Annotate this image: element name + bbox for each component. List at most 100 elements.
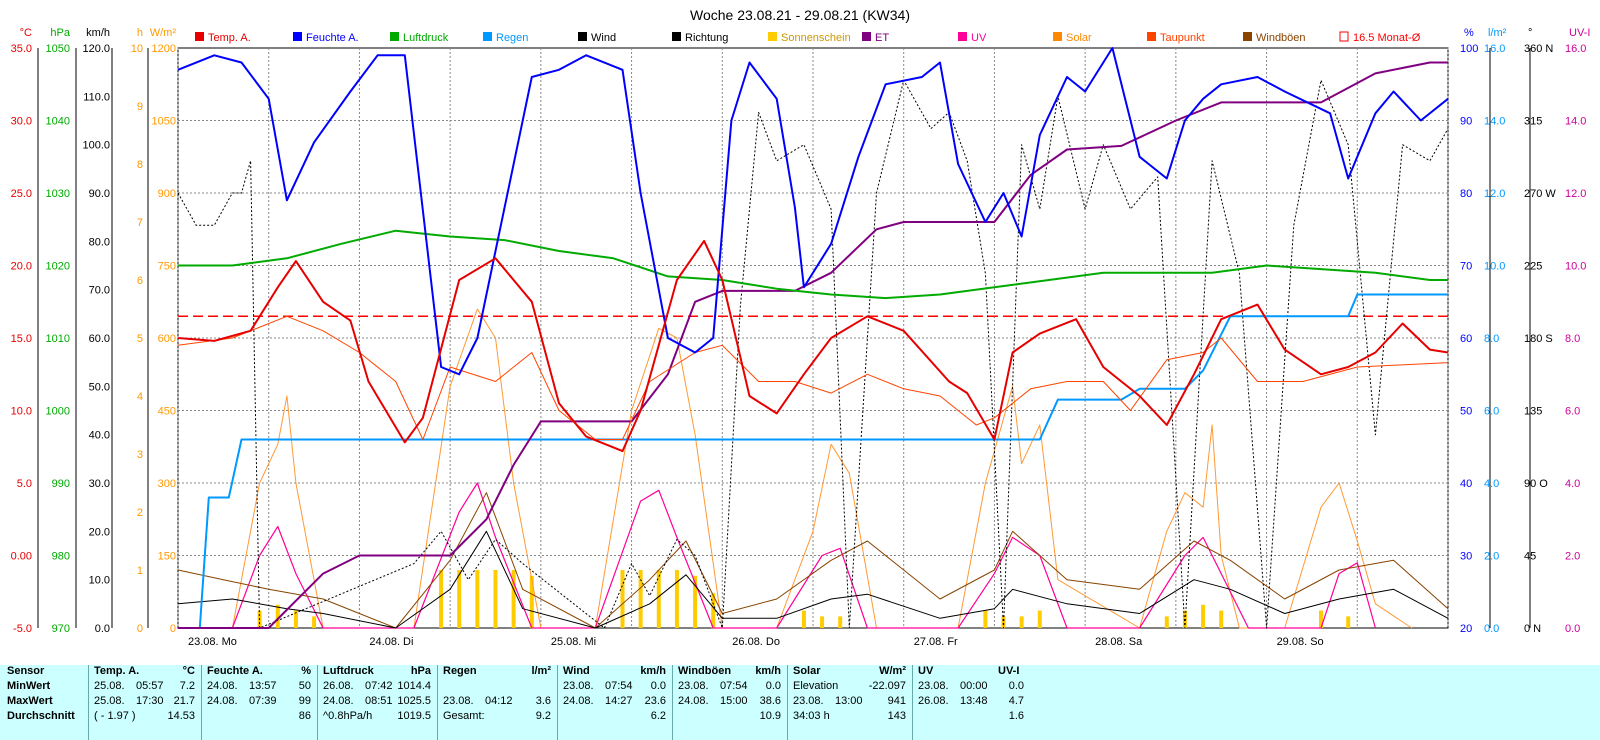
gust-max-date: 24.08.	[678, 695, 709, 707]
series-regen-line	[178, 293, 1448, 629]
legend-label: Richtung	[685, 32, 728, 44]
uvi-header: UV-I	[998, 665, 1020, 677]
series-temp-a-line	[177, 239, 1449, 453]
series-sonnenschein-bar	[674, 570, 679, 628]
axis-tick-label-pct: 40	[1460, 478, 1472, 490]
series-sonnenschein-bar	[1219, 610, 1224, 628]
solar-max-time: 13:00	[835, 695, 863, 707]
sensor-header: Sensor	[7, 665, 45, 677]
axis-tick-label-temp: 30.0	[11, 116, 32, 128]
sensor-column: Sensor MinWert MaxWert Durchschnitt	[0, 665, 88, 740]
rain-column: Regen l/m² 23.08. 04:12 3.6 Gesamt: 9.2	[437, 665, 558, 740]
series-sonnenschein-bar	[1019, 616, 1024, 628]
rain-max-date: 23.08.	[443, 695, 474, 707]
series-et-line	[178, 61, 1448, 629]
wind-max-value: 23.6	[644, 695, 666, 707]
temp-header: Temp. A.	[94, 665, 140, 677]
series-sonnenschein-bar	[493, 570, 498, 628]
axis-tick-label-deg: 225	[1524, 261, 1542, 273]
axis-tick-label-lm2: 6.0	[1484, 406, 1499, 418]
humidity-column: Feuchte A. % 24.08. 13:57 50 24.08. 07:3…	[201, 665, 318, 740]
solar-avg-value: 143	[887, 710, 906, 722]
temp-min-value: 7.2	[179, 680, 195, 692]
axis-tick-label-deg: 90 O	[1524, 478, 1548, 490]
pressure-min-time: 07:42	[365, 680, 393, 692]
x-axis-day-label: 25.08. Mi	[551, 636, 596, 648]
series-sonnenschein-bar	[1164, 616, 1169, 628]
pressure-header: Luftdruck	[323, 665, 374, 677]
axis-tick-label-hpa: 980	[52, 551, 70, 563]
chart-series	[177, 47, 1449, 629]
pressure-max-date: 24.08.	[323, 695, 354, 707]
wind-min-date: 23.08.	[563, 680, 594, 692]
axis-tick-label-deg: 270 W	[1524, 188, 1556, 200]
axis-tick-label-pct: 80	[1460, 188, 1472, 200]
uvi-min-value: 0.0	[1008, 680, 1024, 692]
solar-elevation-value: -22.097	[868, 680, 906, 692]
series-sonnenschein-bar	[1346, 616, 1351, 628]
temp-min-date: 25.08.	[94, 680, 125, 692]
axis-tick-label-temp: 15.0	[11, 333, 32, 345]
wind-unit: km/h	[640, 665, 666, 677]
wind-min-time: 07:54	[605, 680, 633, 692]
legend-swatch	[1053, 32, 1062, 41]
series-sonnenschein-bar	[820, 616, 825, 628]
axis-tick-label-hpa: 970	[52, 623, 70, 635]
legend-swatch	[578, 32, 587, 41]
chart-legend: Temp. A. Feuchte A. Luftdruck Regen Wind Rich…	[195, 31, 1421, 44]
pressure-min-value: 1014.4	[397, 680, 431, 692]
series-sonnenschein-bar	[1037, 610, 1042, 628]
series-sonnenschein-bar	[656, 570, 661, 628]
wind-max-time: 14:27	[605, 695, 633, 707]
axis-tick-label-kmh: 120.0	[82, 43, 110, 55]
pressure-max-time: 08:51	[365, 695, 393, 707]
temp-avg-note: ( - 1.97 )	[94, 710, 136, 722]
legend-swatch	[483, 32, 492, 41]
x-axis-day-label: 29.08. So	[1277, 636, 1324, 648]
legend-swatch	[195, 32, 204, 41]
axis-tick-label-h: 7	[137, 217, 143, 229]
series-sonnenschein-bar	[439, 570, 444, 628]
wind-max-date: 24.08.	[563, 695, 594, 707]
x-axis-day-label: 28.08. Sa	[1095, 636, 1143, 648]
axis-tick-label-hpa: 1050	[46, 43, 70, 55]
axis-tick-label-h: 2	[137, 507, 143, 519]
axis-tick-label-h: 9	[137, 101, 143, 113]
axis-tick-label-h: 6	[137, 275, 143, 287]
gust-min-value: 0.0	[765, 680, 781, 692]
axis-tick-label-deg: 0 N	[1524, 623, 1541, 635]
axis-tick-label-h: 0	[137, 623, 143, 635]
series-sonnenschein-bar	[293, 610, 298, 628]
weather-chart: Woche 23.08.21 - 29.08.21 (KW34) Temp. A…	[11, 7, 1591, 648]
axis-tick-label-kmh: 70.0	[89, 285, 110, 297]
rain-max-time: 04:12	[485, 695, 513, 707]
axis-tick-label-lm2: 2.0	[1484, 551, 1499, 563]
axis-tick-label-pct: 50	[1460, 406, 1472, 418]
chart-title: Woche 23.08.21 - 29.08.21 (KW34)	[690, 7, 910, 23]
gust-max-value: 38.6	[759, 695, 781, 707]
axis-tick-label-kmh: 0.0	[95, 623, 110, 635]
row-label-min: MinWert	[7, 680, 51, 692]
pressure-min-date: 26.08.	[323, 680, 354, 692]
temp-unit: °C	[182, 665, 195, 677]
axis-tick-label-uvi: 12.0	[1565, 188, 1586, 200]
axis-tick-label-kmh: 90.0	[89, 188, 110, 200]
axis-tick-label-pct: 30	[1460, 551, 1472, 563]
legend-swatch	[862, 32, 871, 41]
axis-tick-label-uvi: 14.0	[1565, 116, 1586, 128]
temp-avg-value: 14.53	[167, 710, 195, 722]
axis-tick-label-pct: 100	[1460, 43, 1478, 55]
legend-label: Temp. A.	[208, 32, 251, 44]
x-axis-day-label: 24.08. Di	[369, 636, 413, 648]
row-label-max: MaxWert	[7, 695, 53, 707]
series-sonnenschein-bar	[638, 570, 643, 628]
x-axis-day-label: 26.08. Do	[732, 636, 780, 648]
temp-max-time: 17:30	[136, 695, 164, 707]
axis-tick-label-uvi: 8.0	[1565, 333, 1580, 345]
axis-unit-temp: °C	[20, 27, 32, 39]
axis-tick-label-temp: -5.0	[13, 623, 32, 635]
wind-header: Wind	[563, 665, 590, 677]
row-label-avg: Durchschnitt	[7, 710, 75, 722]
axis-tick-label-kmh: 40.0	[89, 430, 110, 442]
solar-elevation-label: Elevation	[793, 680, 839, 692]
